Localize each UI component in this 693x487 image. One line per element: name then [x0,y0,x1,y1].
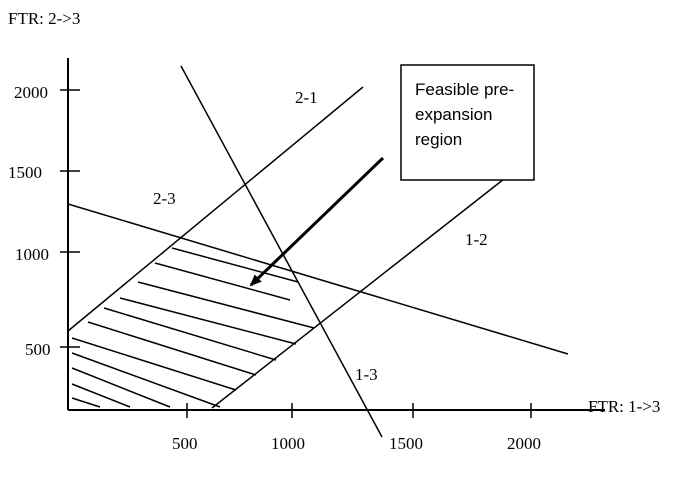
constraint-label-2-1: 2-1 [295,88,318,107]
constraint-label-1-3: 1-3 [355,365,378,384]
constraint-line-1-3 [180,65,383,438]
y-axis-title: FTR: 2->3 [8,9,80,28]
constraint-line-2-3 [67,203,569,355]
feasible-region-hatching [71,247,315,408]
hatch-line [71,337,237,391]
x-tick-label-2000: 2000 [507,434,541,453]
hatch-line [71,367,171,408]
y-tick-label-500: 500 [25,340,51,359]
constraint-line-1-2 [211,178,505,409]
y-tick-label-1500: 1500 [8,163,42,182]
hatch-line [103,307,277,361]
hatch-line [154,262,291,301]
x-tick-label-1000: 1000 [271,434,305,453]
y-tick-label-1000: 1000 [15,245,49,264]
hatch-line [71,352,221,408]
hatch-line [71,397,101,408]
callout-text-line-3: region [415,130,462,149]
x-tick-label-1500: 1500 [389,434,423,453]
x-axis-title: FTR: 1->3 [588,397,660,416]
callout-arrow [249,156,385,287]
constraint-line-2-1 [67,86,364,332]
hatch-line [171,247,299,283]
hatch-line [87,321,257,376]
x-tick-label-500: 500 [172,434,198,453]
constraint-label-1-2: 1-2 [465,230,488,249]
callout-text-line-2: expansion [415,105,493,124]
hatch-line [71,383,131,408]
hatch-line [119,297,297,345]
hatch-line [137,281,315,329]
constraint-label-2-3: 2-3 [153,189,176,208]
y-tick-label-2000: 2000 [14,83,48,102]
callout-text-line-1: Feasible pre- [415,80,514,99]
callout-box [400,64,535,181]
